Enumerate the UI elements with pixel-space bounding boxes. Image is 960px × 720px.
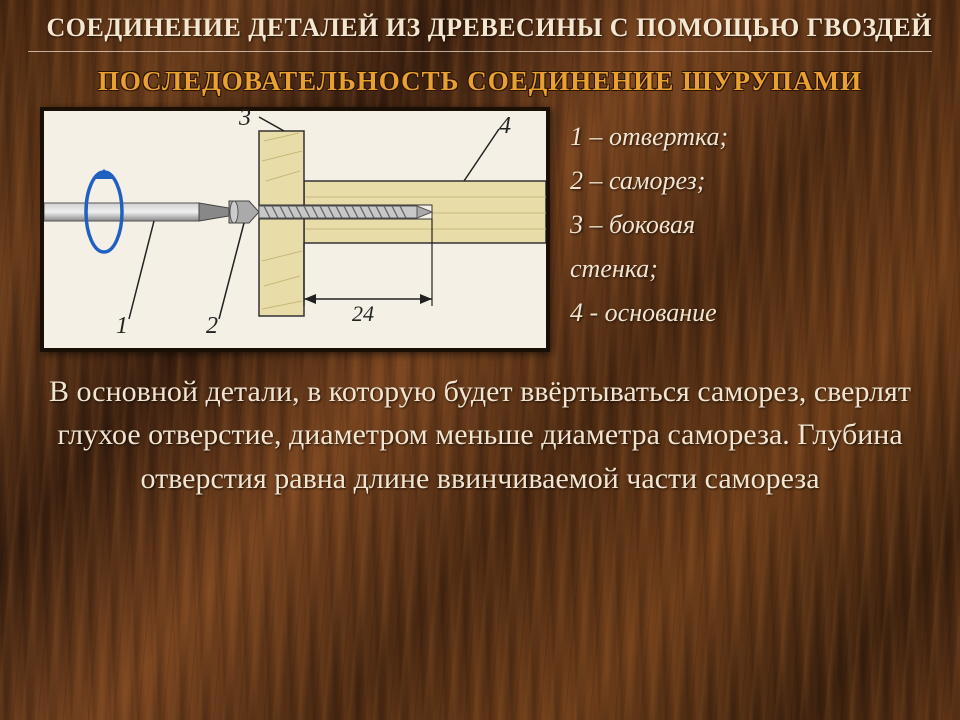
callout-3: 3 (239, 105, 251, 132)
legend-item-3: 3 – боковая (570, 203, 728, 247)
subtitle: ПОСЛЕДОВАТЕЛЬНОСТЬ СОЕДИНЕНИЕ ШУРУПАМИ (28, 66, 932, 97)
legend-item-1: 1 – отвертка; (570, 115, 728, 159)
divider (28, 51, 932, 52)
callout-4: 4 (499, 113, 511, 140)
legend-item-2: 2 – саморез; (570, 159, 728, 203)
legend-item-4: 4 - основание (570, 291, 728, 335)
legend: 1 – отвертка; 2 – саморез; 3 – боковая с… (570, 107, 728, 336)
callout-2: 2 (206, 313, 218, 340)
dimension-label: 24 (352, 301, 374, 327)
screw-diagram: 1 2 3 4 24 (40, 107, 550, 352)
mid-row: 1 2 3 4 24 1 – отвертка; 2 – саморез; 3 … (28, 107, 932, 352)
callout-1: 1 (116, 313, 128, 340)
page-title: СОЕДИНЕНИЕ ДЕТАЛЕЙ ИЗ ДРЕВЕСИНЫ С ПОМОЩЬ… (28, 12, 932, 45)
legend-item-3b: стенка; (570, 247, 728, 291)
body-paragraph: В основной детали, в которую будет ввёрт… (28, 370, 932, 501)
